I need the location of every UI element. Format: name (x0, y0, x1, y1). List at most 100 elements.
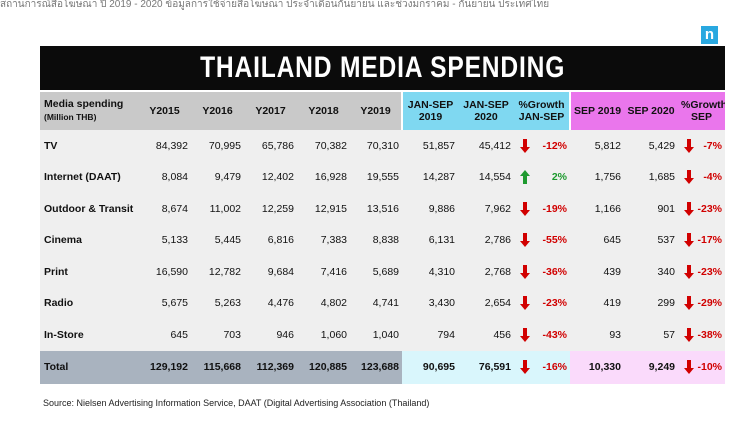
cell-growth-jansep: -55% (514, 224, 570, 256)
growth-sep-value: -10% (697, 361, 722, 373)
cell-growth-sep: -7% (678, 130, 725, 162)
cell-growth-jansep: -12% (514, 130, 570, 162)
header-y2018: Y2018 (297, 92, 350, 130)
cell-growth-jansep: -16% (514, 350, 570, 384)
table-row: TV 84,392 70,995 65,786 70,382 70,310 51,857 45… (40, 130, 725, 162)
cell-jansep2019: 6,131 (402, 224, 458, 256)
cell-growth-sep: -10% (678, 350, 725, 384)
cell-y2016: 9,479 (191, 161, 244, 193)
cell-jansep2019: 90,695 (402, 350, 458, 384)
arrow-down-icon (520, 360, 530, 374)
arrow-down-icon (520, 296, 530, 311)
table-row: Internet (DAAT) 8,084 9,479 12,402 16,928 19,… (40, 161, 725, 193)
growth-jansep-value: -19% (542, 202, 567, 215)
table-row: In-Store 645 703 946 1,060 1,040 794 456 -43% 93 5… (40, 319, 725, 351)
row-label: TV (40, 130, 138, 162)
cell-sep2019: 1,166 (570, 193, 624, 225)
cell-sep2020: 537 (624, 224, 678, 256)
cell-y2019: 4,741 (350, 287, 402, 319)
header-jansep2019-l2: 2019 (418, 111, 443, 123)
cell-sep2019: 10,330 (570, 350, 624, 384)
cell-sep2019: 419 (570, 287, 624, 319)
cell-y2017: 12,259 (244, 193, 297, 225)
cell-sep2020: 340 (624, 256, 678, 288)
media-spending-table: Media spending (Million THB) Y2015 Y2016… (40, 92, 725, 384)
arrow-down-icon (684, 170, 694, 185)
cell-sep2019: 1,756 (570, 161, 624, 193)
growth-sep-value: -23% (697, 265, 722, 278)
arrow-down-icon (520, 138, 530, 153)
cell-sep2020: 5,429 (624, 130, 678, 162)
table-title: THAILAND MEDIA SPENDING (40, 46, 725, 90)
arrow-down-icon (520, 327, 530, 342)
cell-y2019: 5,689 (350, 256, 402, 288)
cell-y2017: 6,816 (244, 224, 297, 256)
growth-sep-value: -4% (703, 171, 722, 184)
cell-growth-sep: -4% (678, 161, 725, 193)
growth-jansep-value: -36% (542, 265, 567, 278)
cell-jansep2019: 14,287 (402, 161, 458, 193)
header-sep2020: SEP 2020 (624, 92, 678, 130)
growth-jansep-value: 2% (551, 171, 567, 184)
cell-sep2020: 901 (624, 193, 678, 225)
cell-y2018: 16,928 (297, 161, 350, 193)
cell-y2018: 7,383 (297, 224, 350, 256)
cell-growth-jansep: -43% (514, 319, 570, 351)
header-jansep2019: JAN-SEP 2019 (401, 92, 458, 130)
header-y2019: Y2019 (350, 92, 402, 130)
cell-y2015: 129,192 (138, 350, 191, 384)
cell-jansep2019: 3,430 (402, 287, 458, 319)
cell-growth-sep: -23% (678, 193, 725, 225)
header-y2016: Y2016 (191, 92, 244, 130)
cell-jansep2020: 14,554 (458, 161, 514, 193)
cell-y2016: 12,782 (191, 256, 244, 288)
growth-jansep-value: -12% (542, 139, 567, 152)
header-label-line1: Media spending (44, 98, 124, 110)
table-row: Outdoor & Transit 8,674 11,002 12,259 12,915… (40, 193, 725, 225)
cell-y2017: 112,369 (244, 350, 297, 384)
page-header-text: สถานการณ์สื่อโฆษณา ปี 2019 - 2020 ข้อมูล… (0, 0, 550, 10)
growth-sep-value: -29% (697, 297, 722, 310)
cell-y2017: 4,476 (244, 287, 297, 319)
cell-y2016: 5,263 (191, 287, 244, 319)
nielsen-logo: n (701, 26, 718, 44)
cell-y2016: 11,002 (191, 193, 244, 225)
cell-jansep2019: 794 (402, 319, 458, 351)
row-label: Print (40, 256, 138, 288)
cell-growth-jansep: -23% (514, 287, 570, 319)
arrow-up-icon (520, 170, 530, 185)
row-label: Radio (40, 287, 138, 319)
header-y2017: Y2017 (244, 92, 297, 130)
cell-y2019: 123,688 (350, 350, 402, 384)
total-row: Total 129,192 115,668 112,369 120,885 123,688… (40, 350, 725, 384)
cell-y2016: 703 (191, 319, 244, 351)
header-growth-jansep-l2: JAN-SEP (518, 111, 565, 123)
arrow-down-icon (520, 201, 530, 216)
cell-y2018: 7,416 (297, 256, 350, 288)
cell-jansep2020: 2,654 (458, 287, 514, 319)
cell-jansep2020: 2,786 (458, 224, 514, 256)
growth-jansep-value: -23% (542, 297, 567, 310)
cell-sep2019: 93 (570, 319, 624, 351)
table-body: TV 84,392 70,995 65,786 70,382 70,310 51,857 45… (40, 130, 725, 384)
row-label: Total (40, 350, 138, 384)
cell-y2019: 70,310 (350, 130, 402, 162)
cell-growth-sep: -17% (678, 224, 725, 256)
cell-sep2019: 645 (570, 224, 624, 256)
arrow-down-icon (520, 264, 530, 279)
cell-sep2019: 439 (570, 256, 624, 288)
growth-sep-value: -7% (703, 139, 722, 152)
cell-jansep2020: 7,962 (458, 193, 514, 225)
cell-y2019: 19,555 (350, 161, 402, 193)
cell-y2015: 645 (138, 319, 191, 351)
arrow-down-icon (684, 201, 694, 216)
header-growth-sep: %Growth SEP (678, 92, 725, 130)
cell-y2017: 12,402 (244, 161, 297, 193)
cell-y2015: 16,590 (138, 256, 191, 288)
cell-y2018: 70,382 (297, 130, 350, 162)
cell-jansep2020: 45,412 (458, 130, 514, 162)
table-header-row: Media spending (Million THB) Y2015 Y2016… (40, 92, 725, 130)
header-jansep2019-l1: JAN-SEP (407, 99, 454, 111)
arrow-down-icon (684, 360, 694, 374)
header-sep2019: SEP 2019 (569, 92, 624, 130)
